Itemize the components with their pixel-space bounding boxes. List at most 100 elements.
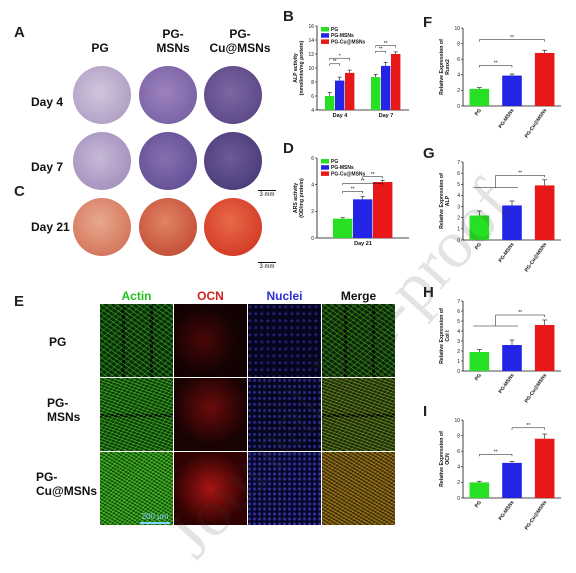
- chart-i-sig-label: **: [526, 423, 530, 429]
- chart-d-xtick-label: Day 21: [354, 241, 372, 247]
- chart-g-xtick-label: PG-Cu@MSNs: [524, 242, 549, 274]
- chart-b-ytick-label: 12: [308, 52, 314, 58]
- chart-f-ytick-label: 2: [457, 88, 460, 94]
- chart-i-bar: [469, 482, 490, 498]
- chart-f-bar: [502, 75, 522, 106]
- chart-h-xtick-label: PG-MSNs: [498, 373, 516, 395]
- chart-g-ytick-label: 5: [457, 182, 460, 188]
- chart-g-ylabel: Relative Expression ofALP: [439, 173, 451, 229]
- chart-h-bar: [469, 352, 490, 371]
- confocal-ocn-pgcumsns: [174, 452, 247, 525]
- confocal-nuclei-pg: [248, 304, 321, 377]
- chart-f-sig-label: **: [510, 35, 514, 41]
- chart-b-legend-swatch: [321, 33, 329, 38]
- chart-h-ytick-label: 6: [457, 309, 460, 315]
- chart-f-ytick-label: 8: [457, 41, 460, 47]
- chart-b-sig-label: **: [384, 41, 388, 47]
- chart-i: 0 2 4 6 8 10 Relative Expression ofOCN PG PG-MSN…: [439, 418, 561, 531]
- chart-b-xtick-label: Day 7: [379, 113, 394, 119]
- chart-b-ytick-label: 16: [308, 24, 314, 30]
- chart-h-ytick-label: 2: [457, 349, 460, 355]
- confocal-merge-pg: [322, 304, 395, 377]
- chart-f-bar: [469, 88, 490, 106]
- chart-g-bar: [502, 205, 522, 240]
- chart-i-bar: [534, 438, 555, 498]
- well-alp-pgmsns-day7: [139, 132, 197, 190]
- chart-i-ytick-label: 4: [457, 465, 460, 471]
- chart-b-ytick-label: 8: [311, 80, 314, 86]
- panel-a-col-pg-cumsns: PG- Cu@MSNs: [209, 27, 271, 55]
- panel-label-e: E: [14, 293, 25, 310]
- chart-d-sig-bracket: [342, 191, 363, 194]
- chart-b-ytick-label: 10: [308, 66, 314, 72]
- chart-d-ylabel: ARS activity(OD/mg protein): [293, 178, 305, 218]
- confocal-actin-pgcumsns: [100, 452, 173, 525]
- chart-g-ytick-label: 7: [457, 160, 460, 166]
- confocal-ocn-pg: [174, 304, 247, 377]
- confocal-nuclei-pgcumsns: [248, 452, 321, 525]
- chart-b-sig-label: **: [379, 46, 383, 52]
- confocal-ocn-pgmsns: [174, 378, 247, 451]
- chart-h-ytick-label: 7: [457, 299, 460, 305]
- chart-f: 0 2 4 6 8 10 Relative Expression ofRunx2 PG PG-M…: [439, 26, 561, 139]
- chart-d-legend-label: PG: [331, 159, 338, 165]
- chart-b-sig-label: *: [339, 53, 341, 59]
- chart-i-ytick-label: 10: [454, 418, 460, 424]
- panel-a-row-day7: Day 7: [31, 160, 64, 174]
- well-ars-pg-day21: [73, 198, 131, 256]
- panel-a-col-pg-msns: PG- MSNs: [156, 27, 190, 55]
- chart-b-bar: [335, 80, 345, 110]
- chart-d-ytick-label: 6: [311, 156, 314, 162]
- panel-label-i: I: [423, 403, 428, 420]
- chart-g-bar: [469, 215, 490, 240]
- chart-f-sig-bracket: [479, 39, 545, 42]
- well-ars-pgcumsns-day21: [204, 198, 262, 256]
- chart-d-sig-label: **: [371, 172, 375, 178]
- chart-h: 0 1 2 3 4 5 6 7 Relative Expression ofCol I PG PG-…: [439, 299, 561, 404]
- chart-d-bar: [353, 199, 373, 238]
- chart-g-ytick-label: 1: [457, 227, 460, 233]
- chart-h-ytick-label: 4: [457, 329, 460, 335]
- chart-h-sig-bracket: [495, 314, 545, 317]
- chart-i-sig-bracket: [511, 427, 545, 430]
- panel-a-col-pg: PG: [91, 41, 109, 55]
- chart-d-ytick-label: 0: [311, 236, 314, 242]
- chart-h-ylabel: Relative Expression ofCol I: [439, 308, 451, 364]
- chart-f-sig-bracket: [479, 65, 513, 68]
- panel-c-row-day21: Day 21: [31, 220, 70, 234]
- chart-i-ytick-label: 2: [457, 480, 460, 486]
- chart-b-ytick-label: 4: [311, 108, 314, 114]
- chart-g: 0 1 2 3 4 5 6 7 Relative Expression ofALP PG PG-MS…: [439, 160, 561, 274]
- chart-f-bar: [534, 52, 555, 106]
- chart-i-ytick-label: 6: [457, 449, 460, 455]
- chart-b: 4 6 8 10 12 14 16 ALP activity(nmol/min/mg prot…: [293, 24, 409, 119]
- chart-i-bar: [502, 462, 522, 498]
- chart-f-ytick-label: 0: [457, 104, 460, 110]
- chart-g-ytick-label: 6: [457, 171, 460, 177]
- chart-b-bar: [391, 54, 401, 110]
- panel-e-col-actin: Actin: [121, 289, 152, 303]
- chart-i-xtick-label: PG: [474, 500, 483, 509]
- confocal-merge-pgcumsns: [322, 452, 395, 525]
- well-alp-pgcumsns-day4: [204, 66, 262, 124]
- chart-d-ytick-label: 4: [311, 182, 314, 188]
- chart-g-ytick-label: 0: [457, 238, 460, 244]
- chart-g-ytick-label: 3: [457, 204, 460, 210]
- panel-e-col-merge: Merge: [340, 289, 377, 303]
- chart-g-xtick-label: PG-MSNs: [498, 242, 516, 264]
- scale-bar-c: 3 mm: [258, 262, 276, 270]
- chart-f-ytick-label: 10: [454, 26, 460, 32]
- well-alp-pgcumsns-day7: [204, 132, 262, 190]
- chart-f-ytick-label: 6: [457, 57, 460, 63]
- panel-a-row-day4: Day 4: [31, 95, 64, 109]
- well-alp-pg-day4: [73, 66, 131, 124]
- chart-b-legend-label: PG: [331, 27, 338, 33]
- chart-d-legend-label: PG-MSNs: [331, 165, 354, 171]
- chart-h-ytick-label: 0: [457, 369, 460, 375]
- panel-e-col-ocn: OCN: [197, 289, 224, 303]
- well-alp-pgmsns-day4: [139, 66, 197, 124]
- panel-e-col-nuclei: Nuclei: [266, 289, 303, 303]
- chart-i-ytick-label: 8: [457, 433, 460, 439]
- well-ars-pgmsns-day21: [139, 198, 197, 256]
